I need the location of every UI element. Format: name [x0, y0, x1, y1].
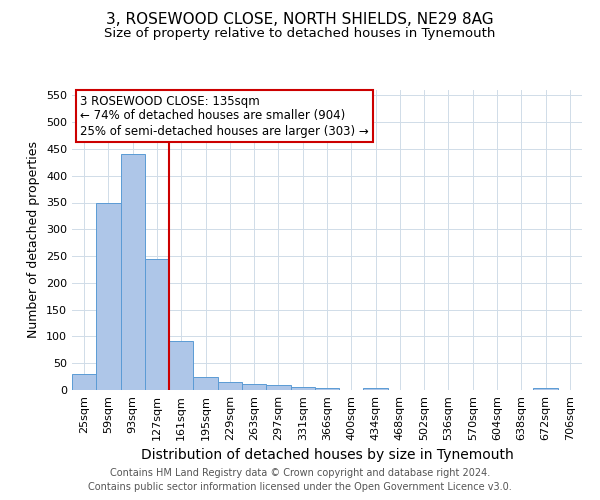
Bar	[169, 340, 193, 390]
Bar	[121, 154, 145, 390]
Bar	[96, 202, 121, 390]
Text: Contains public sector information licensed under the Open Government Licence v3: Contains public sector information licen…	[88, 482, 512, 492]
Bar	[533, 388, 558, 390]
Bar	[290, 388, 315, 390]
Bar	[145, 259, 169, 390]
Bar	[218, 382, 242, 390]
X-axis label: Distribution of detached houses by size in Tynemouth: Distribution of detached houses by size …	[140, 448, 514, 462]
Bar	[242, 384, 266, 390]
Bar	[72, 374, 96, 390]
Bar	[193, 376, 218, 390]
Bar	[266, 384, 290, 390]
Text: Size of property relative to detached houses in Tynemouth: Size of property relative to detached ho…	[104, 28, 496, 40]
Text: 3, ROSEWOOD CLOSE, NORTH SHIELDS, NE29 8AG: 3, ROSEWOOD CLOSE, NORTH SHIELDS, NE29 8…	[106, 12, 494, 28]
Bar	[315, 388, 339, 390]
Bar	[364, 388, 388, 390]
Text: 3 ROSEWOOD CLOSE: 135sqm
← 74% of detached houses are smaller (904)
25% of semi-: 3 ROSEWOOD CLOSE: 135sqm ← 74% of detach…	[80, 94, 368, 138]
Y-axis label: Number of detached properties: Number of detached properties	[28, 142, 40, 338]
Text: Contains HM Land Registry data © Crown copyright and database right 2024.: Contains HM Land Registry data © Crown c…	[110, 468, 490, 477]
